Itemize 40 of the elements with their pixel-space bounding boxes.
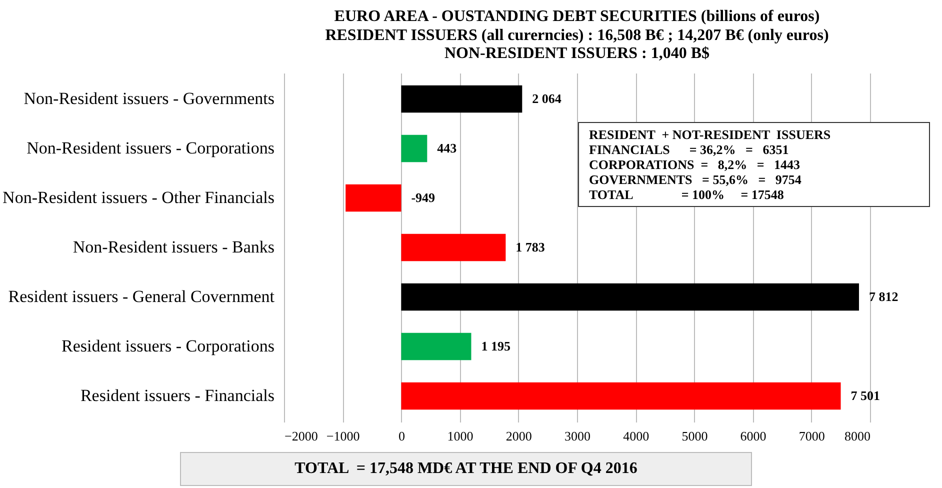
y-tick-label: Resident issuers - General Covernment xyxy=(8,287,275,306)
data-label: 1 195 xyxy=(481,338,511,354)
x-tick-label: 5000 xyxy=(682,428,708,444)
bar xyxy=(401,234,506,262)
bar xyxy=(346,184,402,212)
bar xyxy=(401,382,841,410)
data-label: 7 501 xyxy=(850,388,880,404)
bar xyxy=(401,85,522,113)
x-tick-label: 4000 xyxy=(623,428,650,444)
x-tick-label: 8000 xyxy=(844,428,870,444)
x-tick-label: 7000 xyxy=(798,428,825,444)
y-tick-label: Resident issuers - Corporations xyxy=(62,336,274,356)
x-tick-label: −2000 xyxy=(284,428,318,444)
x-tick-label: 3000 xyxy=(564,428,590,444)
bar xyxy=(401,332,472,360)
y-tick-label: Resident issuers - Financials xyxy=(80,386,274,406)
total-box: TOTAL = 17,548 MD€ AT THE END OF Q4 2016 xyxy=(180,452,752,486)
chart-subtitle: RESIDENT ISSUERS (all curerncies) : 16,508 B€ ; 14,207 B€ (only euros) NON-RESIDENT ISSUERS : 1,040 B$ xyxy=(325,27,829,62)
data-label: 443 xyxy=(437,140,458,156)
data-label: 2 064 xyxy=(532,90,562,106)
x-tick-label: 2000 xyxy=(506,428,532,444)
bar xyxy=(401,283,859,311)
annotation: TOTAL = 100% = 17548 xyxy=(589,187,785,202)
y-tick-label: Non-Resident issuers - Other Financials xyxy=(2,188,274,207)
chart-title: EURO AREA - OUSTANDING DEBT SECURITIES (billions of euros) xyxy=(334,8,820,25)
x-tick-label: 6000 xyxy=(740,428,766,444)
data-label: 1 783 xyxy=(516,240,546,254)
x-tick-label: −1000 xyxy=(326,428,360,444)
y-tick-label: Non-Resident issuers - Governments xyxy=(24,88,274,108)
y-tick-label: Non-Resident issuers - Banks xyxy=(72,238,274,256)
data-label: 7 812 xyxy=(868,289,898,304)
annotation: FINANCIALS = 36,2% = 6351 xyxy=(589,142,790,157)
y-tick-label: Non-Resident issuers - Corporations xyxy=(26,138,274,158)
annotation: GOVERNMENTS = 55,6% = 9754 xyxy=(589,172,802,187)
x-tick-label: 1000 xyxy=(447,428,474,444)
x-tick-label: 0 xyxy=(398,428,405,444)
data-label: -949 xyxy=(411,190,436,205)
annotation: CORPORATIONS = 8,2% = 1443 xyxy=(589,157,802,172)
bar xyxy=(401,134,428,162)
annotation: RESIDENT + NOT-RESIDENT ISSUERS xyxy=(589,127,832,142)
